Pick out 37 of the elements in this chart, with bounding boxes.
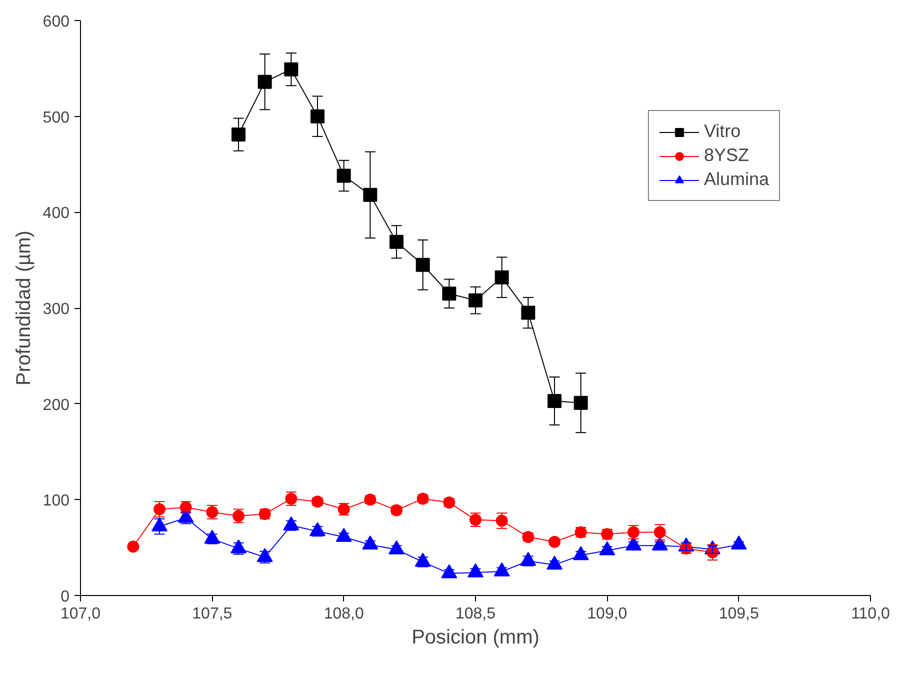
point [363,188,378,202]
legend-label: Vitro [704,121,741,142]
legend-label: 8YSZ [704,145,749,166]
point [336,168,351,183]
point [468,293,482,308]
point [548,394,562,408]
x-tick-label: 109,0 [587,606,628,622]
point [258,74,272,89]
point [521,306,536,320]
point [310,109,324,124]
x-axis-title: Posicion (mm) [412,626,540,648]
point [154,503,166,516]
x-tick-label: 110,0 [851,606,890,622]
point [416,258,430,272]
point [548,536,560,548]
y-tick-label: 100 [42,492,70,510]
point [284,62,298,76]
y-tick-label: 0 [60,588,70,606]
y-tick-label: 500 [42,109,70,126]
point [390,234,404,249]
point [442,286,456,301]
y-tick-label: 200 [42,396,70,414]
x-tick-label: 108,5 [455,606,496,622]
x-tick-label: 109,5 [718,606,759,622]
point [654,526,666,538]
point [494,270,509,284]
y-tick-label: 400 [42,205,70,222]
x-tick-label: 107,5 [192,606,232,622]
point [127,540,140,553]
point [574,396,588,410]
legend-label: Alumina [704,169,769,190]
y-axis-title: Profundidad (µm) [12,230,35,386]
y-tick-label: 300 [42,301,70,318]
x-tick-label: 108,0 [324,606,364,622]
y-tick-label: 600 [42,14,70,30]
x-tick-label: 107,0 [60,606,101,622]
point [232,128,246,142]
